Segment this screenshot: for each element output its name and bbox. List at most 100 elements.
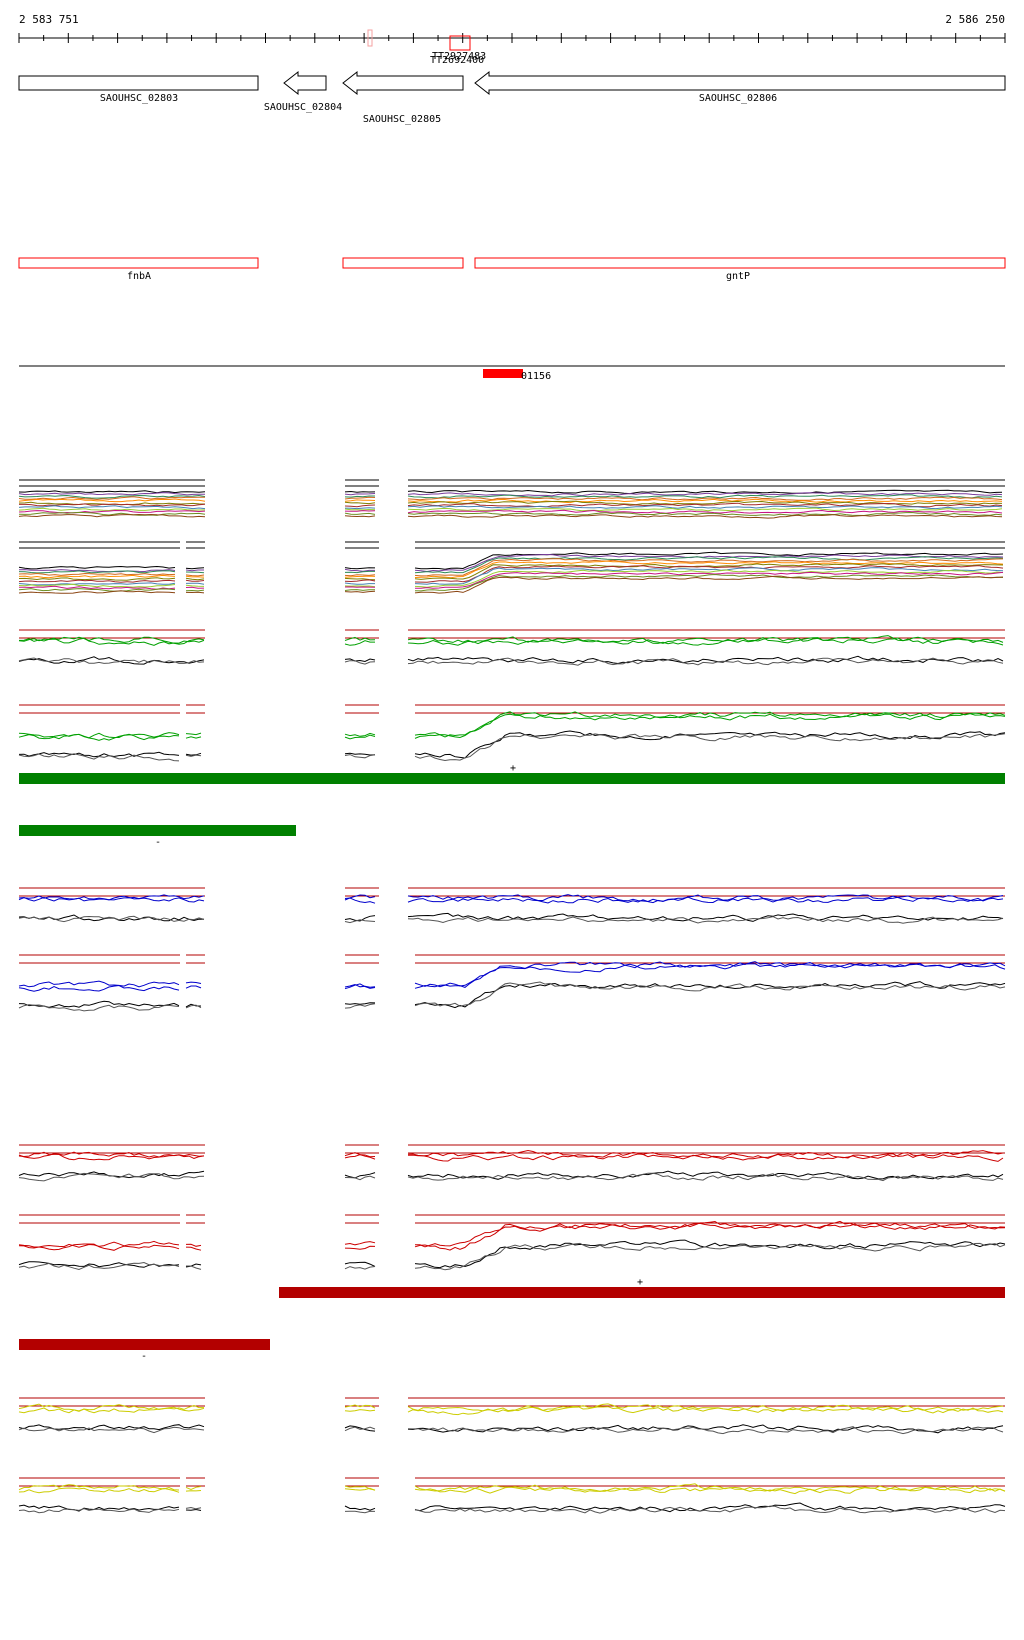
signal-line [185,586,205,589]
signal-line [185,985,202,989]
signal-line [18,582,176,586]
signal-line [18,492,205,496]
gene-arrow-saouhsc-02803[interactable] [18,75,259,91]
signal-line [344,1266,376,1270]
signal-line [18,577,176,581]
signal-line [344,589,375,591]
signal-line [407,502,1003,508]
signal-line [344,504,376,508]
signal-line [344,640,375,646]
signal-line [185,1490,202,1492]
green-plus-marker: + [510,763,516,774]
signal-line [18,588,176,592]
signal-line [414,573,1004,592]
red-plus-region-bar[interactable] [279,1287,1005,1298]
signal-line [344,501,376,505]
signal-line [407,500,1003,506]
signal-line [344,1172,376,1179]
signal-line [344,734,376,740]
gene-arrow-saouhsc-02805[interactable] [342,70,464,96]
signal-line [407,1424,1004,1434]
red-minus-region-bar[interactable] [19,1339,270,1350]
signal-line [344,567,376,570]
green-minus-region-bar[interactable] [19,825,296,836]
signal-line [18,498,206,503]
signal-line [414,712,1006,739]
signal-line [185,736,202,739]
signal-line [414,1242,1006,1271]
signal-line [407,1426,1004,1435]
signal-line [407,912,1004,922]
signal-line [18,733,180,741]
signal-line [414,1505,1006,1514]
terminator-marker[interactable] [449,35,471,51]
signal-line [344,507,376,510]
signal-line [344,1404,376,1409]
signal-line [414,711,1006,738]
signal-line [414,981,1006,1009]
red-track-1 [18,1144,1005,1182]
signal-line [414,558,1004,577]
signal-line [414,567,1004,585]
signal-line [18,732,180,739]
signal-line [414,730,1006,759]
signal-line [344,515,376,518]
signal-line [344,1154,376,1160]
signal-line [18,637,205,646]
signal-line [18,895,205,903]
gene-arrow-saouhsc-02804[interactable] [283,70,327,96]
signal-line [18,583,176,588]
signal-line [18,590,176,594]
signal-line [407,655,1004,665]
signal-line [18,505,206,510]
signal-line [414,563,1004,580]
signal-line [18,496,205,501]
signal-line [185,589,205,592]
green-plus-region-bar[interactable] [19,773,1005,784]
multi-track-2 [18,541,1005,594]
signal-line [414,556,1004,574]
signal-line [18,1261,180,1271]
gene-arrow-saouhsc-02806[interactable] [474,70,1006,96]
signal-line [407,489,1003,495]
ruler-ticks [18,33,1006,43]
signal-line [185,981,202,984]
end-coordinate: 2 586 250 [945,13,1005,26]
green-minus-marker: - [155,837,161,848]
signal-line [18,1403,204,1412]
signal-line [407,636,1004,646]
signal-line [414,1222,1006,1251]
signal-line [18,1508,180,1514]
signal-line [185,1508,202,1511]
signal-line [344,754,376,759]
signal-line [344,752,376,756]
signal-line [407,1170,1004,1180]
signal-line [344,1175,376,1181]
feature-01156[interactable] [483,369,523,378]
signal-line [18,1153,205,1161]
green-track-1 [18,629,1005,666]
signal-line [18,572,176,576]
terminator-label-1: TT2927483 [432,51,486,62]
signal-line [414,553,1004,573]
signal-line [186,1265,202,1270]
signal-line [19,585,176,590]
terminator-marker-small[interactable] [367,29,373,47]
signal-line [185,579,205,582]
signal-line [18,507,206,512]
gene-name-box-fnba[interactable] [18,257,259,269]
gene-name-box-gntp[interactable] [474,257,1006,269]
signal-line [18,1424,205,1431]
signal-line [18,915,205,923]
signal-line [407,514,1003,519]
signal-line [344,658,376,663]
gene-name-box-unnamed[interactable] [342,257,464,269]
signal-line [18,1406,205,1414]
signal-line [344,983,376,988]
signal-line [185,1243,202,1247]
gene-label-saouhsc-02805: SAOUHSC_02805 [363,114,441,125]
signal-line [18,894,205,901]
blue-track-1 [18,887,1005,924]
signal-line [18,511,206,516]
